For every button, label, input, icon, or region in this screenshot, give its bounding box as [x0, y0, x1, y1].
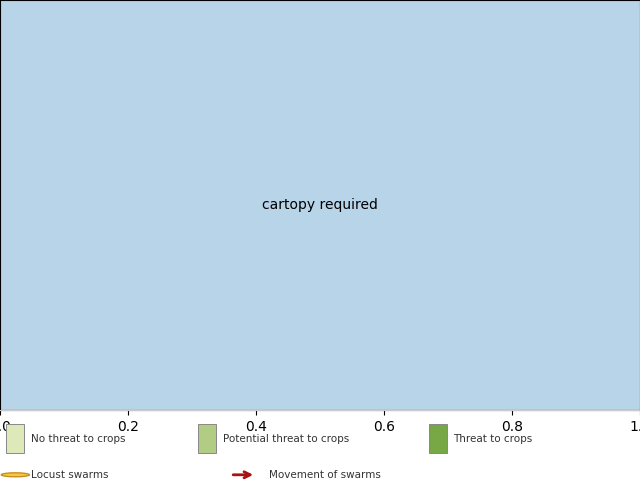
Text: Locust swarms: Locust swarms — [31, 470, 109, 480]
FancyBboxPatch shape — [6, 424, 24, 453]
FancyBboxPatch shape — [198, 424, 216, 453]
Text: Potential threat to crops: Potential threat to crops — [223, 434, 349, 444]
Text: cartopy required: cartopy required — [262, 198, 378, 212]
Circle shape — [1, 473, 29, 477]
Text: No threat to crops: No threat to crops — [31, 434, 125, 444]
Text: Movement of swarms: Movement of swarms — [269, 470, 381, 480]
Text: Threat to crops: Threat to crops — [453, 434, 532, 444]
FancyBboxPatch shape — [429, 424, 447, 453]
